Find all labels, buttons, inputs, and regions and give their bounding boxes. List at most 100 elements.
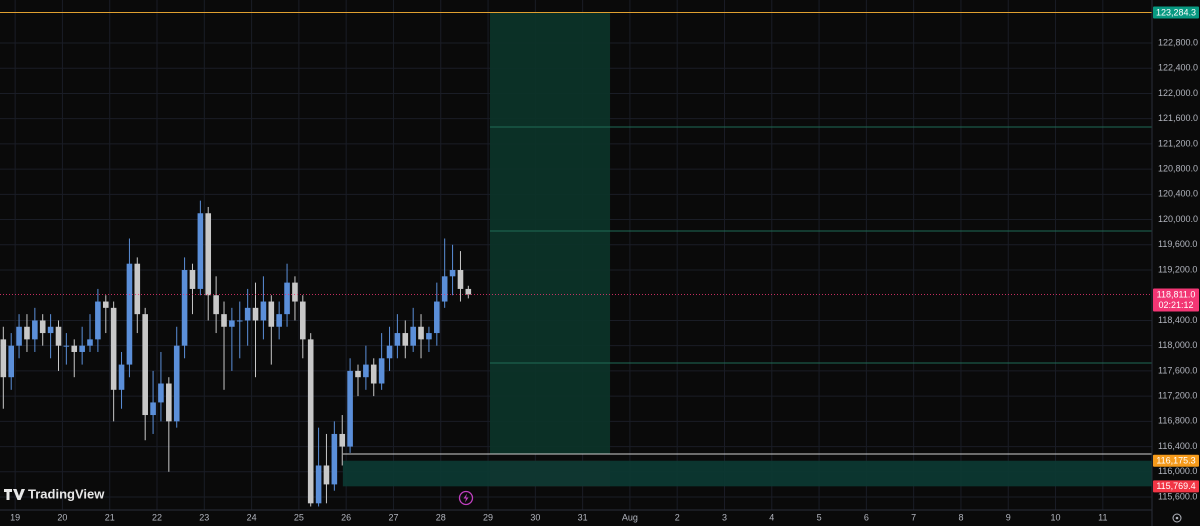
candle-body xyxy=(47,326,54,334)
x-tick-label: 28 xyxy=(436,512,446,522)
candle-body xyxy=(236,320,243,322)
y-tick-label: 121,200.0 xyxy=(1158,138,1198,148)
price-label-box xyxy=(1153,454,1199,467)
x-tick-label: 5 xyxy=(817,512,822,522)
y-tick-label: 118,400.0 xyxy=(1158,315,1197,325)
candle-body xyxy=(307,339,314,504)
candle-body xyxy=(457,270,464,289)
candle-body xyxy=(394,333,401,346)
candle-body xyxy=(63,345,70,347)
candle-body xyxy=(252,307,259,321)
flash-circle[interactable] xyxy=(458,490,474,506)
x-tick-label: 29 xyxy=(483,512,493,522)
plot xyxy=(0,11,1152,507)
candle-body xyxy=(102,301,109,308)
logo-text: TradingView xyxy=(28,486,105,501)
candle-body xyxy=(166,383,172,422)
y-tick-label: 122,000.0 xyxy=(1158,88,1198,98)
price-label-box xyxy=(1153,6,1199,19)
x-tick-label: 22 xyxy=(152,512,162,522)
x-tick-label: 4 xyxy=(769,512,774,522)
candle-body xyxy=(229,320,235,327)
flash-icon[interactable] xyxy=(458,490,474,506)
candle-body xyxy=(181,270,188,346)
y-tick-label: 120,000.0 xyxy=(1158,214,1198,224)
candle-body xyxy=(465,288,472,295)
y-tick-label: 119,200.0 xyxy=(1158,264,1197,274)
candle-body xyxy=(402,333,409,346)
price-label: 123,284.3 xyxy=(1156,7,1196,17)
candle-body xyxy=(213,295,219,315)
x-tick-label: 20 xyxy=(57,512,67,522)
candle-body xyxy=(55,326,62,346)
y-tick-label: 120,800.0 xyxy=(1158,163,1198,173)
x-tick-label: 21 xyxy=(105,512,115,522)
x-tick-label: 24 xyxy=(247,512,257,522)
y-tick-label: 116,000.0 xyxy=(1158,466,1197,476)
candle-body xyxy=(205,213,212,296)
candle-body xyxy=(87,339,93,346)
settings-icon[interactable] xyxy=(1172,513,1182,523)
candle-body xyxy=(16,326,22,346)
logo-icon xyxy=(4,489,25,500)
last-price-label: 118,811.0 xyxy=(1157,289,1196,299)
settings-dot[interactable] xyxy=(1175,516,1179,520)
candle-body xyxy=(110,307,117,390)
y-tick-label: 120,400.0 xyxy=(1158,189,1198,199)
x-tick-label: 30 xyxy=(530,512,540,522)
countdown-label: 02:21:12 xyxy=(1158,300,1193,310)
candle-body xyxy=(158,383,164,403)
candle-body xyxy=(355,370,361,378)
zone xyxy=(342,460,1152,487)
x-tick-label: 9 xyxy=(1006,512,1011,522)
candle-body xyxy=(126,263,133,365)
candle-body xyxy=(268,301,275,327)
zone xyxy=(489,12,611,454)
candle-body xyxy=(418,326,424,340)
x-tick-label: 10 xyxy=(1051,512,1061,522)
candle-body xyxy=(142,314,148,416)
y-tick-label: 117,200.0 xyxy=(1158,390,1197,400)
y-tick-label: 118,000.0 xyxy=(1158,340,1197,350)
candle-body xyxy=(339,433,346,447)
candle-body xyxy=(331,433,338,485)
x-tick-label: 11 xyxy=(1098,512,1107,522)
last-price-box xyxy=(1153,288,1199,312)
candle-body xyxy=(363,364,369,378)
x-tick-label: 23 xyxy=(199,512,209,522)
axes: 19 20 21 22 23 24 25 26 27 28 29 30 31 Aug 2 3 4 5 6 7 8 9 10 1… xyxy=(10,6,1199,522)
candle-body xyxy=(276,314,282,327)
candle-body xyxy=(189,270,196,289)
y-tick-label: 117,600.0 xyxy=(1158,365,1197,375)
x-tick-label: 31 xyxy=(578,512,588,522)
candle-body xyxy=(323,465,330,485)
candle-body xyxy=(410,326,416,346)
candle-body xyxy=(441,276,448,302)
candle-body xyxy=(0,339,7,378)
x-tick-label: 6 xyxy=(864,512,869,522)
candle-body xyxy=(173,345,180,422)
candle-body xyxy=(292,282,298,302)
candle-body xyxy=(71,345,78,352)
candle-body xyxy=(260,301,267,321)
y-tick-label: 122,400.0 xyxy=(1158,63,1198,73)
candle-body xyxy=(378,358,385,384)
x-tick-label: 7 xyxy=(911,512,916,522)
settings-circle[interactable] xyxy=(1172,513,1182,523)
y-tick-label: 115,600.0 xyxy=(1158,491,1197,501)
candle-body xyxy=(370,364,377,384)
candle-body xyxy=(134,263,141,315)
x-tick-label: 25 xyxy=(294,512,304,522)
candle-body xyxy=(434,301,440,334)
y-tick-label: 119,600.0 xyxy=(1158,239,1197,249)
candle-body xyxy=(284,282,290,315)
x-tick-label: 27 xyxy=(388,512,398,522)
flash-bolt[interactable] xyxy=(463,493,469,503)
candle-body xyxy=(315,465,322,504)
candle-body xyxy=(8,345,15,378)
candle-body xyxy=(449,270,456,277)
candle-body xyxy=(150,402,156,416)
candle-body xyxy=(221,314,227,327)
candle-body xyxy=(244,307,251,321)
